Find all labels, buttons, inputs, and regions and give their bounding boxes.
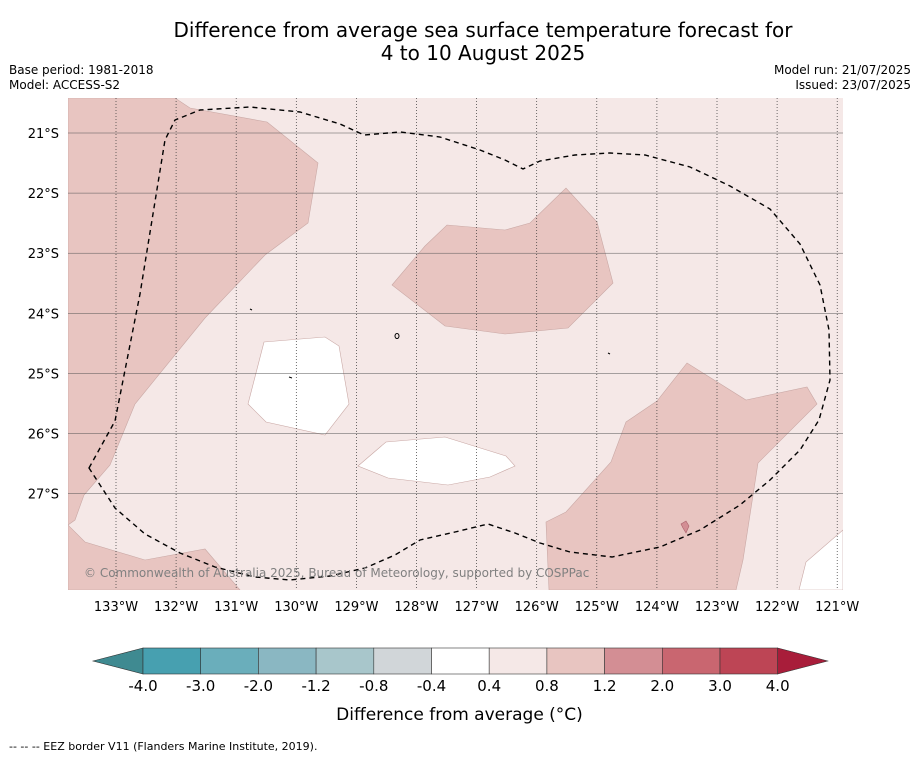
latitude-label: 24°S [28, 307, 59, 322]
colorbar-tick-label: -3.0 [186, 677, 215, 695]
title-line-1: Difference from average sea surface temp… [173, 18, 793, 42]
latitude-label: 23°S [28, 247, 59, 262]
longitude-label: 122°W [755, 600, 799, 615]
neutral-region-southeast-corner [798, 529, 843, 590]
colorbar-segment [488, 647, 548, 675]
meta-left: Base period: 1981-2018 Model: ACCESS-S2 [9, 63, 154, 93]
island-c [288, 376, 293, 379]
colorbar-segment [719, 647, 779, 675]
longitude-label: 126°W [515, 600, 559, 615]
gridlines [68, 98, 843, 590]
longitude-label: 133°W [94, 600, 138, 615]
colorbar-extend-low [91, 647, 144, 675]
neutral-region-south [357, 436, 516, 486]
latitude-label: 27°S [28, 488, 59, 503]
longitude-label: 125°W [575, 600, 619, 615]
longitude-label: 127°W [455, 600, 499, 615]
base-period: Base period: 1981-2018 [9, 63, 154, 77]
colorbar-tick-label: 0.8 [535, 677, 559, 695]
colorbar-segment [200, 647, 259, 675]
island-b [249, 308, 253, 311]
copyright-notice: © Commonwealth of Australia 2025, Bureau… [84, 566, 589, 580]
colorbar-tick-label: 3.0 [708, 677, 732, 695]
map-title: Difference from average sea surface temp… [0, 19, 919, 65]
colorbar-segment [661, 647, 721, 675]
longitude-label: 128°W [394, 600, 438, 615]
anomaly-region-central [391, 187, 614, 335]
longitude-label: 130°W [274, 600, 318, 615]
colorbar-tick-label: 4.0 [766, 677, 790, 695]
latitude-label: 26°S [28, 428, 59, 443]
latitude-labels: 21°S 22°S 23°S 24°S 25°S 26°S 27°S [28, 127, 59, 503]
colorbar-tick-label: 2.0 [650, 677, 674, 695]
longitude-label: 131°W [214, 600, 258, 615]
island-a [394, 333, 400, 339]
anomaly-region-1.2-2.0 [680, 520, 690, 534]
longitude-label: 132°W [154, 600, 198, 615]
anomaly-region-southwest [68, 524, 241, 590]
colorbar-segment [315, 647, 375, 675]
longitude-labels: 133°W 132°W 131°W 130°W 129°W 128°W 127°W 126°W… [94, 600, 860, 615]
longitude-label: 121°W [815, 600, 859, 615]
issued-date: Issued: 23/07/2025 [795, 78, 911, 92]
colorbar-tick-label: -0.8 [359, 677, 388, 695]
colorbar-tick-label: 0.4 [477, 677, 501, 695]
title-line-2: 4 to 10 August 2025 [380, 41, 586, 65]
island-d [607, 352, 611, 355]
neutral-region-west [247, 336, 350, 436]
model-run: Model run: 21/07/2025 [773, 63, 911, 77]
longitude-label: 123°W [695, 600, 739, 615]
anomaly-region-southeast [545, 362, 818, 590]
eez-footnote: -- -- -- EEZ border V11 (Flanders Marine… [9, 740, 318, 753]
latitude-label: 21°S [28, 127, 59, 142]
colorbar-segment [546, 647, 605, 675]
latitude-label: 25°S [28, 367, 59, 382]
sst-anomaly-map: © Commonwealth of Australia 2025, Bureau… [28, 98, 860, 615]
longitude-label: 129°W [334, 600, 378, 615]
longitude-label: 124°W [635, 600, 679, 615]
colorbar-tick-label: -0.4 [417, 677, 446, 695]
colorbar: -4.0 -3.0 -2.0 -1.2 -0.8 -0.4 0.4 0.8 1.2 2.0 3.0 4… [91, 647, 829, 695]
model-name: Model: ACCESS-S2 [9, 78, 121, 92]
colorbar-segment [373, 647, 432, 675]
colorbar-segment [258, 647, 317, 675]
colorbar-tick-label: -2.0 [244, 677, 273, 695]
colorbar-tick-label: -1.2 [301, 677, 330, 695]
colorbar-extend-high [777, 647, 829, 675]
colorbar-segment [431, 647, 490, 675]
colorbar-segment [142, 647, 202, 675]
eez-border [88, 106, 831, 581]
meta-right: Model run: 21/07/2025 Issued: 23/07/2025 [774, 63, 911, 93]
colorbar-tick-label: -4.0 [128, 677, 157, 695]
colorbar-segment [604, 647, 663, 675]
colorbar-tick-label: 1.2 [593, 677, 617, 695]
latitude-label: 22°S [28, 187, 59, 202]
colorbar-label: Difference from average (°C) [336, 705, 583, 725]
